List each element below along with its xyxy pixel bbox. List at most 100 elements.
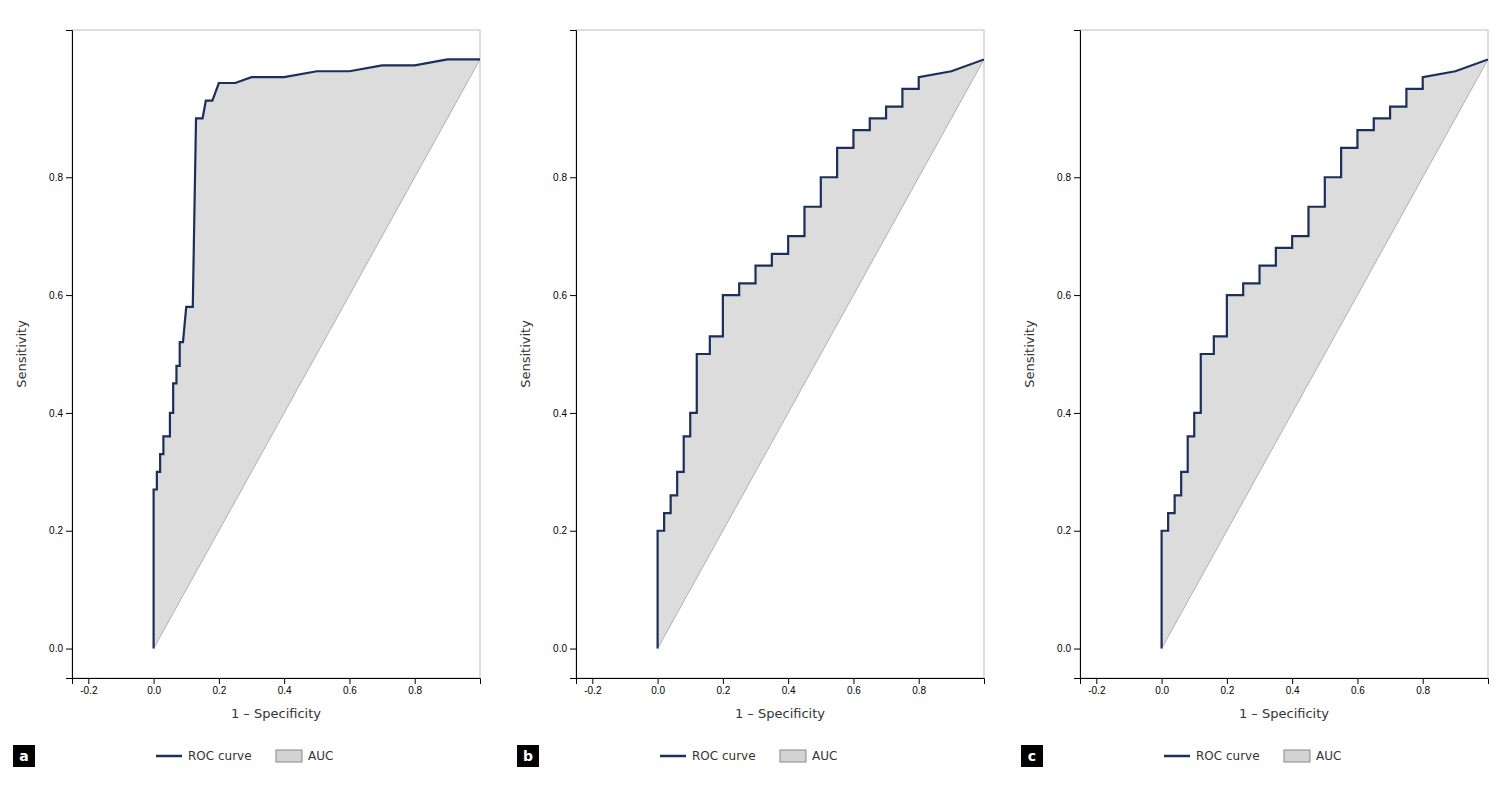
tick-label: 0.6 [847, 685, 861, 696]
y-axis-title: Sensitivity [1022, 320, 1037, 388]
tick-label: 0.8 [49, 172, 63, 183]
tick-label: 0.6 [553, 290, 567, 301]
legend-swatch [1164, 755, 1190, 758]
y-tick: 0.2 [49, 525, 72, 536]
axis-domain [73, 679, 481, 685]
tick-label: 0.4 [49, 408, 63, 419]
x-axis: -0.20.00.20.40.60.8 [73, 678, 481, 696]
tick-mark [788, 678, 789, 684]
y-axis-title: Sensitivity [518, 320, 533, 388]
y-tick: 0.8 [553, 172, 576, 183]
tick-label: -0.2 [1088, 685, 1106, 696]
x-tick: 0.4 [278, 678, 292, 696]
tick-mark [219, 678, 220, 684]
tick-mark [919, 678, 920, 684]
axis-domain [66, 31, 73, 679]
roc-line [1162, 59, 1488, 648]
tick-mark [1074, 295, 1080, 296]
tick-mark [658, 678, 659, 684]
tick-label: 0.4 [1286, 685, 1300, 696]
y-axis: 0.00.20.40.60.8 [553, 31, 576, 679]
x-tick: 0.4 [1286, 678, 1300, 696]
y-tick: 0.8 [1057, 172, 1080, 183]
tick-label: 0.4 [278, 685, 292, 696]
tick-label: 0.0 [147, 685, 161, 696]
y-tick: 0.8 [49, 172, 72, 183]
tick-label: 0.2 [49, 525, 63, 536]
tick-label: 0.2 [716, 685, 730, 696]
legend-label: AUC [308, 749, 333, 763]
tick-label: 0.6 [343, 685, 357, 696]
tick-mark [66, 531, 72, 532]
tick-mark [592, 678, 593, 684]
plot-frame [1080, 30, 1488, 678]
panel: -0.20.00.20.40.60.80.00.20.40.60.81 – Sp… [1021, 30, 1489, 767]
axis-domain [1081, 679, 1489, 685]
x-tick: 0.0 [147, 678, 161, 696]
tick-mark [1074, 177, 1080, 178]
tick-mark [1292, 678, 1293, 684]
legend-item: AUC [276, 749, 333, 763]
tick-label: 0.0 [651, 685, 665, 696]
legend-swatch [780, 750, 806, 762]
tick-label: 0.8 [408, 685, 422, 696]
x-axis: -0.20.00.20.40.60.8 [577, 678, 985, 696]
panel-label-text: c [1028, 748, 1036, 764]
x-tick: 0.6 [847, 678, 861, 696]
tick-label: 0.6 [1057, 290, 1071, 301]
tick-label: 0.4 [782, 685, 796, 696]
tick-mark [1096, 678, 1097, 684]
x-tick: 0.2 [1220, 678, 1234, 696]
auc-area [658, 59, 984, 648]
x-axis-title: 1 – Specificity [1239, 706, 1329, 721]
y-tick: 0.4 [553, 408, 576, 419]
x-tick: -0.2 [584, 678, 602, 696]
tick-mark [66, 649, 72, 650]
tick-mark [1162, 678, 1163, 684]
marks [658, 59, 984, 648]
tick-mark [570, 295, 576, 296]
y-tick: 0.2 [553, 525, 576, 536]
tick-mark [1074, 413, 1080, 414]
axis-domain [577, 679, 985, 685]
tick-mark [1423, 678, 1424, 684]
panel-label: c [1021, 745, 1043, 767]
x-axis-title: 1 – Specificity [735, 706, 825, 721]
legend-label: ROC curve [1196, 749, 1260, 763]
tick-label: 0.4 [553, 408, 567, 419]
axis-domain [570, 31, 577, 679]
tick-label: 0.2 [1057, 525, 1071, 536]
legend-label: ROC curve [692, 749, 756, 763]
x-tick: 0.6 [1351, 678, 1365, 696]
x-tick: 0.8 [408, 678, 422, 696]
tick-mark [66, 295, 72, 296]
panel-label-box [1021, 745, 1043, 767]
chart-root: -0.2 0.0 0.2 0.4 0.6 0.8 0.0 0.2 0.4 0.6 0.8 1 – Sp… [0, 0, 1512, 796]
panel-label-box [517, 745, 539, 767]
tick-mark [570, 531, 576, 532]
panel-label: b [517, 745, 539, 767]
y-tick: 0.6 [49, 290, 72, 301]
panel: -0.20.00.20.40.60.80.00.20.40.60.81 – Sp… [517, 30, 985, 767]
tick-mark [88, 678, 89, 684]
y-tick: 0.6 [553, 290, 576, 301]
panel-label-box [13, 745, 35, 767]
x-tick: 0.8 [1416, 678, 1430, 696]
legend-swatch [276, 750, 302, 762]
tick-mark [415, 678, 416, 684]
auc-area [1162, 59, 1488, 648]
roc-line [658, 59, 984, 648]
legend-label: AUC [1316, 749, 1341, 763]
legend-swatch [1284, 750, 1310, 762]
roc-line [154, 59, 480, 648]
marks [1162, 59, 1488, 648]
panel-label-text: b [523, 748, 533, 764]
x-tick: 0.0 [651, 678, 665, 696]
y-tick: 0.4 [1057, 408, 1080, 419]
tick-label: 0.0 [1057, 643, 1071, 654]
legend-item: ROC curve [1164, 749, 1260, 763]
y-axis: 0.0 0.2 0.4 0.6 0.8 [1057, 31, 1080, 679]
legend-swatch [156, 755, 182, 758]
tick-mark [66, 413, 72, 414]
plot-frame [72, 30, 480, 678]
